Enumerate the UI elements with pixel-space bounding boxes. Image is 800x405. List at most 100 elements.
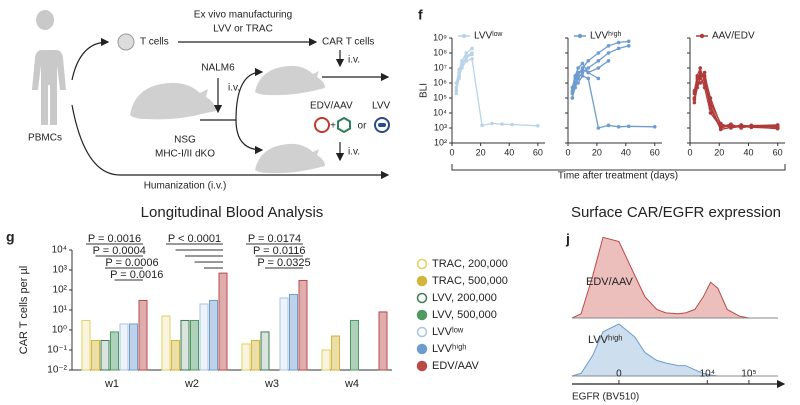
route-label: i.v. <box>348 147 360 158</box>
legend-label: EDV/AAV <box>432 360 480 372</box>
y-tick-label: 10³ <box>434 122 447 132</box>
point <box>460 59 464 63</box>
point <box>570 85 575 90</box>
series-label: EDV/AAV <box>586 276 634 288</box>
line <box>455 58 538 127</box>
y-tick-label: 10¹ <box>53 305 68 316</box>
point <box>698 66 703 70</box>
bar <box>129 323 138 371</box>
point <box>729 122 733 126</box>
point <box>596 76 601 81</box>
point <box>739 126 743 130</box>
point <box>708 111 713 115</box>
point <box>480 123 484 128</box>
point <box>695 82 700 87</box>
point <box>596 66 601 70</box>
y-axis-label: BLI <box>419 83 430 98</box>
legend-swatch <box>699 33 705 39</box>
point <box>695 76 700 81</box>
legend-swatch <box>461 33 467 39</box>
panel-letter: g <box>6 229 15 245</box>
x-axis-label: EGFR (BV510) <box>572 392 639 403</box>
point <box>470 46 474 51</box>
edv-label: EDV/AAV <box>310 101 353 112</box>
x-tick-label: 20 <box>714 147 724 157</box>
line <box>571 62 599 88</box>
bar <box>218 272 228 371</box>
lvv-icon <box>378 123 386 127</box>
y-tick-label: 10⁻² <box>47 365 67 376</box>
x-tick-label: 0 <box>449 147 454 157</box>
y-tick-label: 10⁷ <box>434 62 447 72</box>
mouse-icon <box>130 82 216 120</box>
point <box>596 51 601 55</box>
legend-label: LVV, 200,000 <box>432 292 497 304</box>
legend-swatch <box>416 275 428 287</box>
mouse-label: NSG <box>174 135 196 146</box>
point <box>626 39 631 44</box>
y-tick-label: 10⁻¹ <box>47 345 67 356</box>
x-tick-label: 0 <box>687 147 692 157</box>
source-label: PBMCs <box>28 133 62 144</box>
point <box>580 61 585 66</box>
x-tick-label: 40 <box>504 147 514 157</box>
point <box>749 125 754 129</box>
bar <box>241 343 251 371</box>
legend-label: LVVˡᵒʷ <box>474 31 503 42</box>
y-tick-label: 10⁰ <box>52 325 67 336</box>
humanization-label: Humanization (i.v.) <box>144 181 227 192</box>
x-tick-label: 20 <box>476 147 486 157</box>
schematic: PBMCs T cells Ex vivo manufacturing LVV … <box>28 10 390 192</box>
bar <box>81 319 91 371</box>
point <box>586 59 591 63</box>
y-tick-label: 10³ <box>53 265 68 276</box>
x-tick-label: 0 <box>565 147 570 157</box>
point <box>586 66 591 70</box>
tumor-label: NALM6 <box>201 63 235 74</box>
x-tick-label: 40 <box>621 147 631 157</box>
y-tick-label: 10⁶ <box>433 77 447 87</box>
point <box>606 123 611 128</box>
bar <box>138 299 148 371</box>
point <box>692 100 697 105</box>
plus-label: + <box>330 121 336 132</box>
point <box>454 89 459 93</box>
x-tick-label: 60 <box>533 147 543 157</box>
x-tick-label: 40 <box>743 147 753 157</box>
point <box>500 122 504 126</box>
point <box>470 51 474 55</box>
person-icon <box>32 10 66 125</box>
bar <box>321 349 331 371</box>
bar <box>100 339 110 371</box>
legend-swatch <box>416 343 428 355</box>
y-tick-label: 10² <box>53 285 68 296</box>
panel-letter: f <box>418 7 423 23</box>
point <box>695 74 700 78</box>
chart-title: Surface CAR/EGFR expression <box>571 204 781 221</box>
point <box>576 76 580 81</box>
bar <box>260 331 270 371</box>
x-tick-label: 20 <box>592 147 602 157</box>
point <box>698 81 703 85</box>
edv-icon <box>314 117 330 133</box>
series-label: LVVʰⁱᵍʰ <box>588 334 623 346</box>
point <box>702 70 707 75</box>
process-label: Ex vivo manufacturing <box>194 10 292 21</box>
point <box>775 123 780 127</box>
legend-label: LVVʰⁱᵍʰ <box>590 31 622 42</box>
bar <box>350 319 359 371</box>
arrow <box>71 104 390 180</box>
bar <box>331 335 340 371</box>
legend-label: TRAC, 500,000 <box>432 275 508 287</box>
point <box>616 46 621 51</box>
p-value: P = 0.0016 <box>88 233 141 245</box>
point <box>586 70 591 75</box>
bar <box>298 279 308 371</box>
point <box>454 91 459 96</box>
x-axis-label: Time after treatment (days) <box>558 171 678 182</box>
legend-label: LVV, 500,000 <box>432 309 497 321</box>
point <box>464 59 469 63</box>
point <box>708 106 713 111</box>
point <box>718 121 723 126</box>
